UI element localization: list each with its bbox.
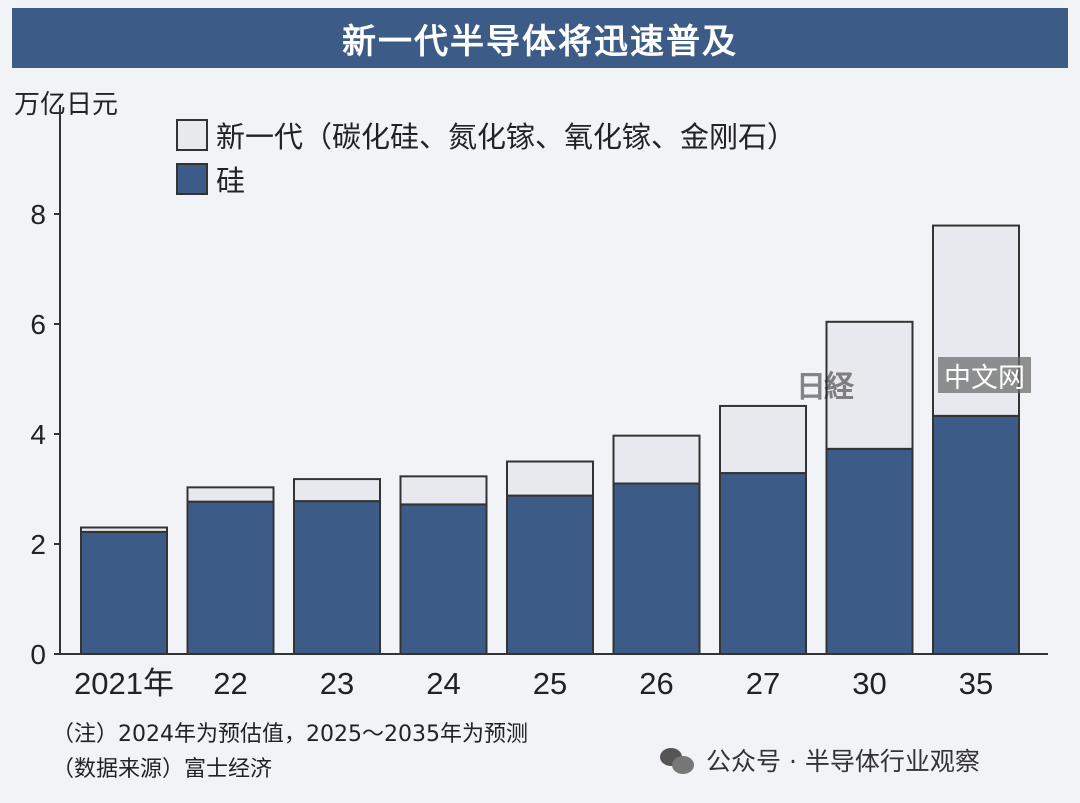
bar-next-gen-0 xyxy=(80,526,168,533)
x-tick-label-2: 23 xyxy=(320,666,354,701)
bar-silicon-5 xyxy=(612,482,701,655)
watermark-text: 中文网 xyxy=(938,357,1031,394)
y-tick-label-6: 6 xyxy=(30,309,46,340)
legend-item-next-gen: 新一代（碳化硅、氮化镓、氧化镓、金刚石） xyxy=(176,113,796,157)
bar-next-gen-5 xyxy=(612,434,701,485)
bar-next-gen-3 xyxy=(399,475,488,506)
x-tick-label-4: 25 xyxy=(533,666,567,701)
legend-swatch-next-gen xyxy=(176,119,208,151)
bar-next-gen-7 xyxy=(825,320,914,450)
x-tick-label-3: 24 xyxy=(426,666,460,701)
bar-next-gen-6 xyxy=(719,404,807,475)
bar-silicon-2 xyxy=(293,500,381,655)
bar-next-gen-4 xyxy=(506,460,594,497)
legend-label-silicon: 硅 xyxy=(216,164,246,198)
y-axis-unit-label: 万亿日元 xyxy=(14,90,119,120)
x-tick-label-5: 26 xyxy=(639,666,673,701)
bar-silicon-8 xyxy=(932,414,1020,655)
bar-silicon-7 xyxy=(825,447,914,655)
bar-next-gen-2 xyxy=(293,478,381,503)
bar-silicon-0 xyxy=(80,530,168,656)
wechat-icon xyxy=(660,746,694,774)
x-tick-label-8: 35 xyxy=(959,666,993,701)
legend-swatch-silicon xyxy=(176,163,208,195)
y-tick-label-8: 8 xyxy=(30,199,46,230)
y-tick-label-0: 0 xyxy=(30,639,46,670)
y-tick-label-4: 4 xyxy=(30,419,46,450)
bar-silicon-6 xyxy=(719,472,807,655)
bar-next-gen-1 xyxy=(186,486,275,503)
bar-silicon-1 xyxy=(186,500,275,655)
bar-silicon-3 xyxy=(399,503,488,655)
bar-silicon-4 xyxy=(506,494,594,655)
footnote: （注）2024年为预估值，2025〜2035年为预测 xyxy=(52,722,528,747)
x-tick-label-1: 22 xyxy=(213,666,247,701)
legend-label-next-gen: 新一代（碳化硅、氮化镓、氧化镓、金刚石） xyxy=(216,120,797,154)
x-tick-label-0: 2021年 xyxy=(74,666,174,701)
data-source: （数据来源）富士经济 xyxy=(52,757,273,782)
wechat-account: 公众号 · 半导体行业观察 xyxy=(660,742,980,778)
watermark-logo: 日経 xyxy=(796,370,854,405)
legend: 新一代（碳化硅、氮化镓、氧化镓、金刚石） 硅 xyxy=(176,113,796,201)
y-tick-label-2: 2 xyxy=(30,529,46,560)
wechat-account-name: 公众号 · 半导体行业观察 xyxy=(706,747,980,776)
legend-item-silicon: 硅 xyxy=(176,157,796,201)
chart-title: 新一代半导体将迅速普及 xyxy=(12,8,1068,68)
x-tick-label-6: 27 xyxy=(746,666,780,701)
x-tick-label-7: 30 xyxy=(852,666,886,701)
